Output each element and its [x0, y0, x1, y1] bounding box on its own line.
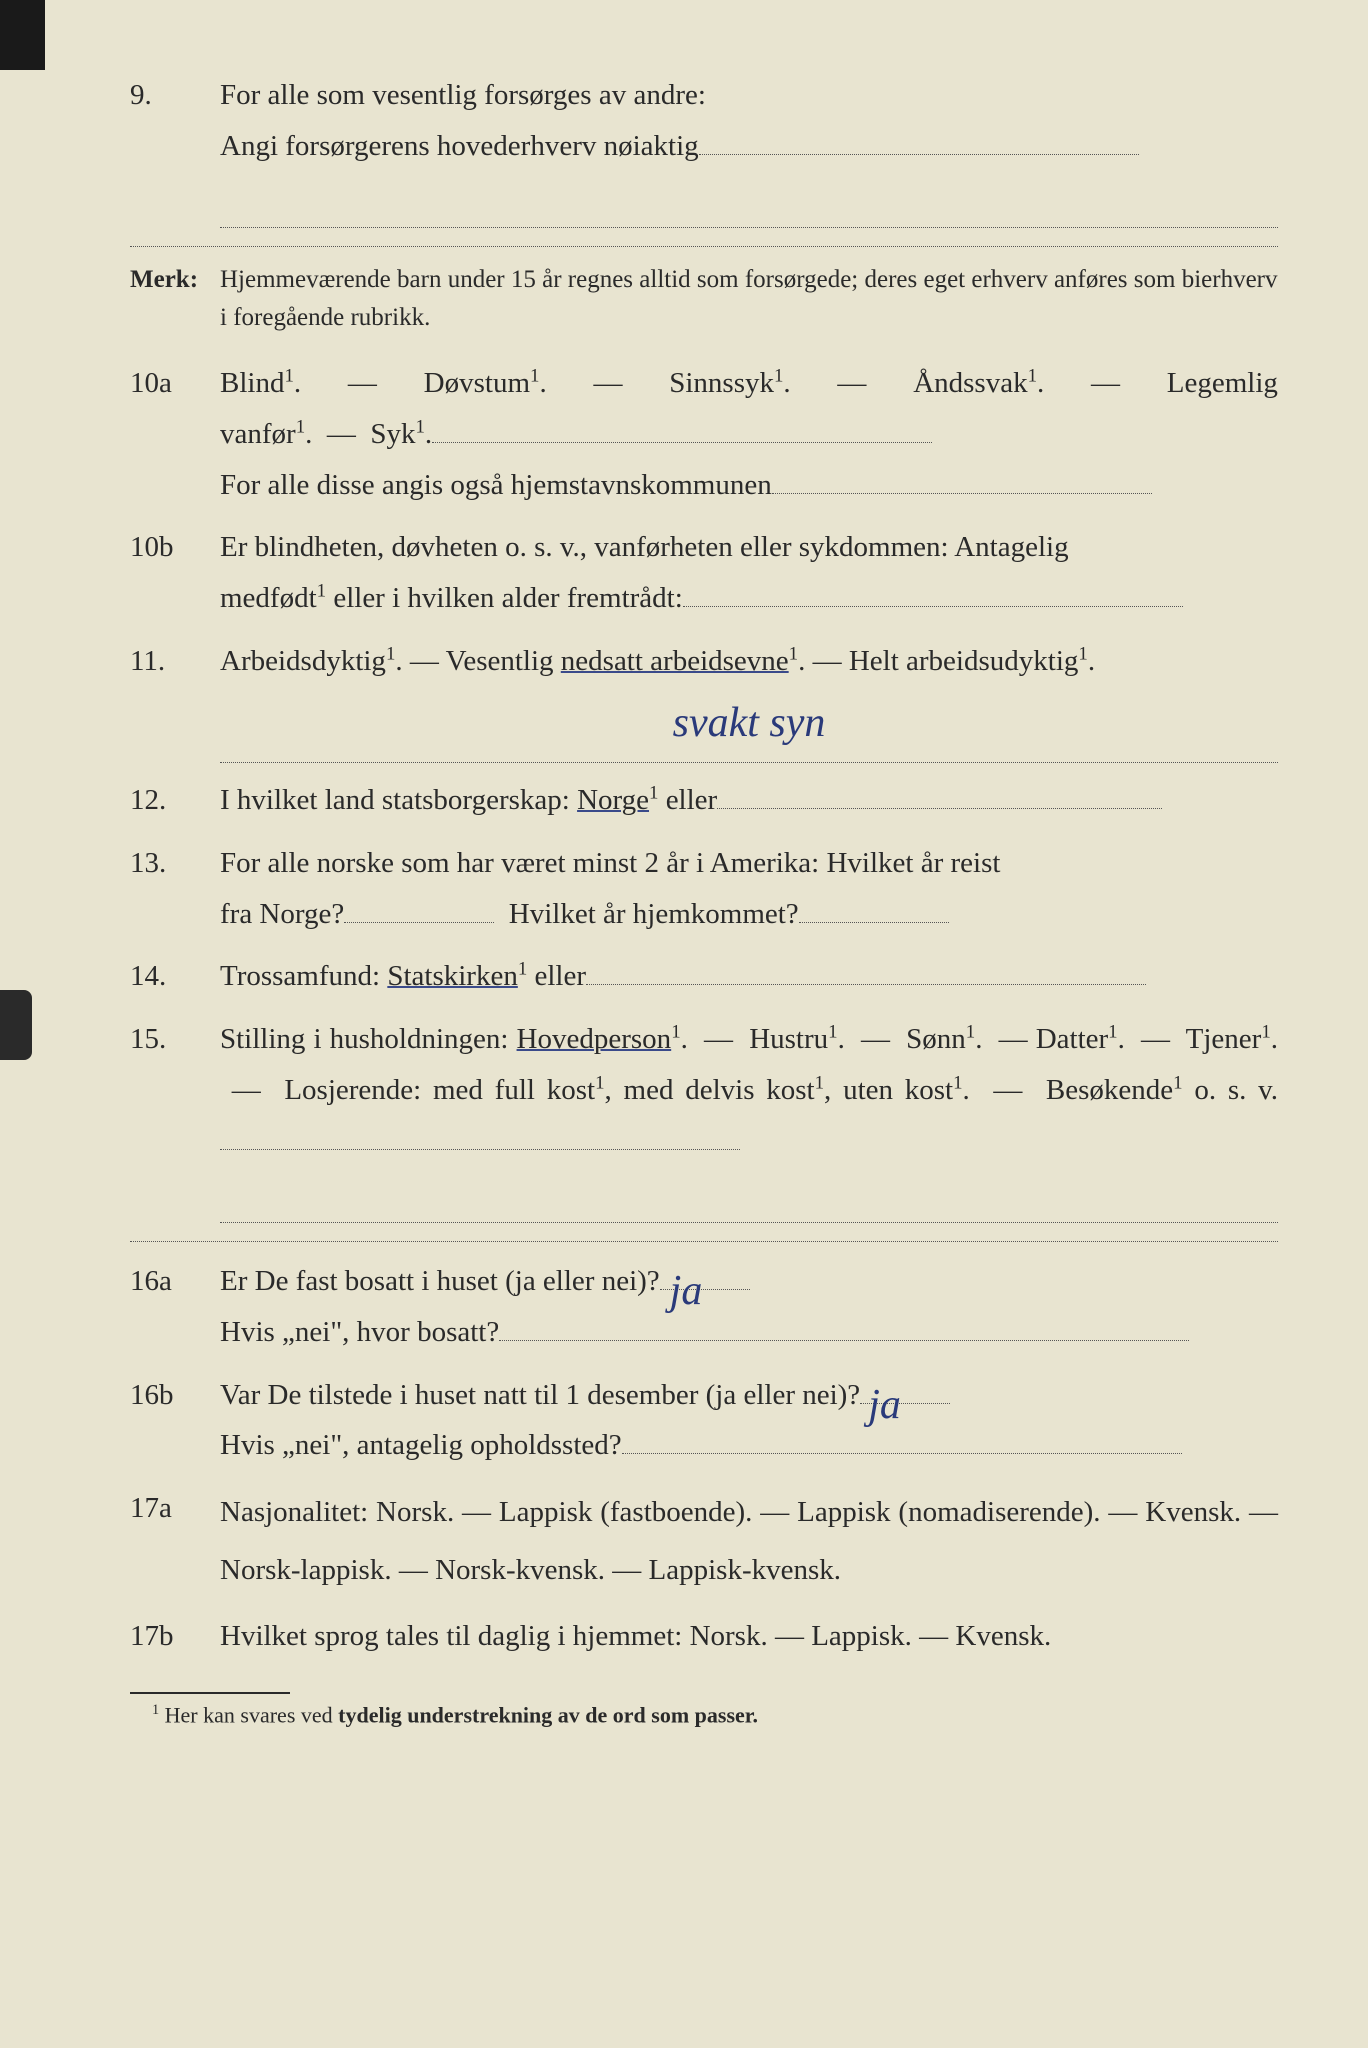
blank-line [622, 1453, 1182, 1454]
binder-tab [0, 990, 32, 1060]
q11-answer-line: svakt syn [220, 687, 1278, 764]
q10b-text2: medfødt1 eller i hvilken alder fremtrådt… [220, 573, 1278, 624]
q13-text2: fra Norge? Hvilket år hjemkommet? [220, 889, 1278, 940]
q17a-text: Nasjonalitet: Norsk. — Lappisk (fastboen… [220, 1483, 1278, 1599]
q11-options: Arbeidsdyktig1. — Vesentlig nedsatt arbe… [220, 636, 1278, 687]
q9-line2: Angi forsørgerens hovederhverv nøiaktig [220, 121, 1278, 172]
q10b-content: Er blindheten, døvheten o. s. v., vanfør… [220, 522, 1278, 624]
blank-line [220, 190, 1278, 229]
q10a-options-row1: Blind1. — Døvstum1. — Sinnssyk1. — Åndss… [220, 358, 1278, 409]
q10a-line2: For alle disse angis også hjemstavnskomm… [220, 460, 1278, 511]
merk-label: Merk: [130, 261, 220, 336]
q13-number: 13. [130, 838, 220, 889]
q13-content: For alle norske som har været minst 2 år… [220, 838, 1278, 940]
blank-line [499, 1340, 1189, 1341]
q10b-text1: Er blindheten, døvheten o. s. v., vanfør… [220, 522, 1278, 573]
q9-line1: For alle som vesentlig forsørges av andr… [220, 70, 1278, 121]
blank-line [717, 808, 1162, 809]
blank-line [220, 1184, 1278, 1223]
merk-note: Merk: Hjemmeværende barn under 15 år reg… [130, 261, 1278, 336]
question-14: 14. Trossamfund: Statskirken1 eller [130, 951, 1278, 1002]
question-11: 11. Arbeidsdyktig1. — Vesentlig nedsatt … [130, 636, 1278, 763]
blank-line [586, 984, 1146, 985]
question-9: 9. For alle som vesentlig forsørges av a… [130, 70, 1278, 228]
handwritten-answer: ja [868, 1369, 901, 1443]
question-17a: 17a Nasjonalitet: Norsk. — Lappisk (fast… [130, 1483, 1278, 1599]
q15-content: Stilling i husholdningen: Hovedperson1. … [220, 1014, 1278, 1223]
blank-line [772, 493, 1152, 494]
question-13: 13. For alle norske som har været minst … [130, 838, 1278, 940]
question-10b: 10b Er blindheten, døvheten o. s. v., va… [130, 522, 1278, 624]
answer-field: ja [860, 1403, 950, 1404]
q10a-content: Blind1. — Døvstum1. — Sinnssyk1. — Åndss… [220, 358, 1278, 510]
q12-number: 12. [130, 775, 220, 826]
q16a-line2: Hvis „nei", hvor bosatt? [220, 1307, 1278, 1358]
q16b-content: Var De tilstede i huset natt til 1 desem… [220, 1370, 1278, 1472]
q15-text: Stilling i husholdningen: Hovedperson1. … [220, 1014, 1278, 1166]
footnote-rule [130, 1692, 290, 1694]
blank-line [344, 922, 494, 923]
q16b-number: 16b [130, 1370, 220, 1421]
blank-line [699, 154, 1139, 155]
q16a-content: Er De fast bosatt i huset (ja eller nei)… [220, 1256, 1278, 1358]
q9-content: For alle som vesentlig forsørges av andr… [220, 70, 1278, 228]
scan-edge [0, 0, 45, 70]
q11-number: 11. [130, 636, 220, 687]
form-page: 9. For alle som vesentlig forsørges av a… [0, 0, 1368, 2048]
merk-text: Hjemmeværende barn under 15 år regnes al… [220, 261, 1278, 336]
handwritten-answer: ja [670, 1255, 703, 1329]
blank-line [799, 922, 949, 923]
q16a-line1: Er De fast bosatt i huset (ja eller nei)… [220, 1256, 1278, 1307]
answer-field: ja [660, 1289, 750, 1290]
q10b-number: 10b [130, 522, 220, 573]
q17b-text: Hvilket sprog tales til daglig i hjemmet… [220, 1611, 1278, 1662]
question-15: 15. Stilling i husholdningen: Hovedperso… [130, 1014, 1278, 1223]
q16a-number: 16a [130, 1256, 220, 1307]
q9-number: 9. [130, 70, 220, 121]
q17a-number: 17a [130, 1483, 220, 1534]
q10a-options-row2: vanfør1. — Syk1. [220, 409, 1278, 460]
q13-text1: For alle norske som har været minst 2 år… [220, 838, 1278, 889]
question-12: 12. I hvilket land statsborgerskap: Norg… [130, 775, 1278, 826]
question-17b: 17b Hvilket sprog tales til daglig i hje… [130, 1611, 1278, 1662]
q10a-number: 10a [130, 358, 220, 409]
q12-content: I hvilket land statsborgerskap: Norge1 e… [220, 775, 1278, 826]
q11-content: Arbeidsdyktig1. — Vesentlig nedsatt arbe… [220, 636, 1278, 763]
blank-line [220, 1149, 740, 1150]
divider [130, 1241, 1278, 1242]
q17b-number: 17b [130, 1611, 220, 1662]
q15-number: 15. [130, 1014, 220, 1065]
q14-number: 14. [130, 951, 220, 1002]
footnote: 1 Her kan svares ved tydelig understrekn… [130, 1702, 1278, 1728]
question-16a: 16a Er De fast bosatt i huset (ja eller … [130, 1256, 1278, 1358]
q16b-line1: Var De tilstede i huset natt til 1 desem… [220, 1370, 1278, 1421]
q16b-line2: Hvis „nei", antagelig opholdssted? [220, 1420, 1278, 1471]
divider [130, 246, 1278, 247]
question-16b: 16b Var De tilstede i huset natt til 1 d… [130, 1370, 1278, 1472]
q14-content: Trossamfund: Statskirken1 eller [220, 951, 1278, 1002]
handwritten-answer: svakt syn [673, 687, 826, 761]
question-10a: 10a Blind1. — Døvstum1. — Sinnssyk1. — Å… [130, 358, 1278, 510]
blank-line [683, 606, 1183, 607]
blank-line [432, 442, 932, 443]
